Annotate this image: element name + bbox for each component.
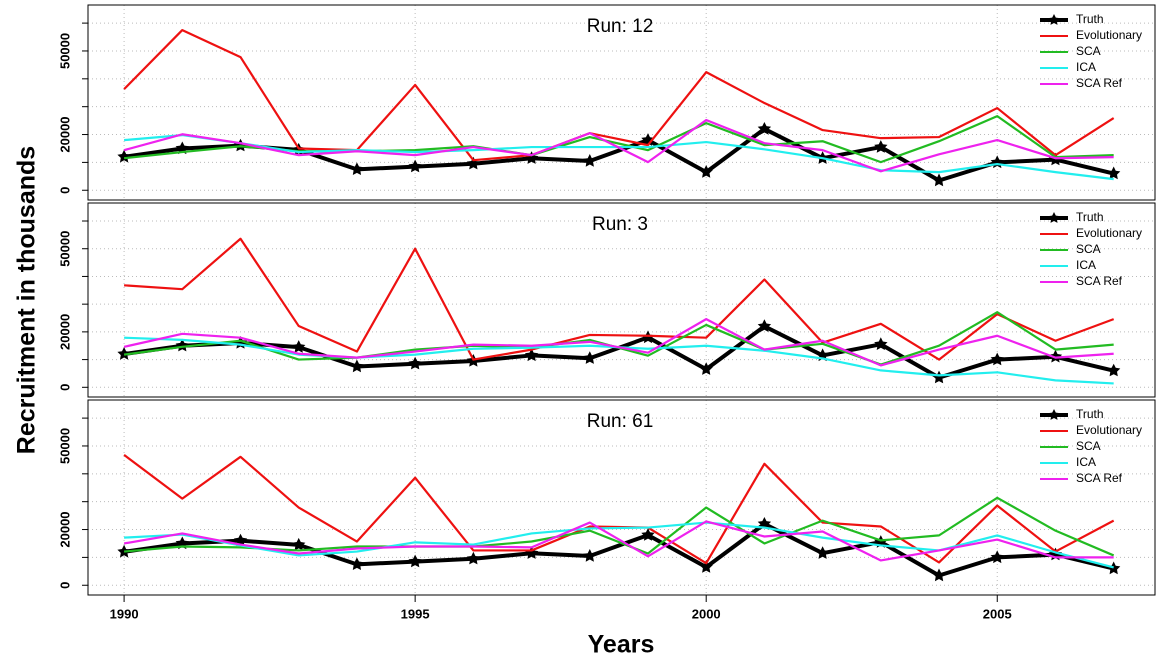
legend-marker [1048,212,1060,223]
panel: 0 20000 50000 Run: 3 Truth Evolutionary SCA ICA… [13,146,1156,454]
point-marker [524,546,539,559]
point-marker [699,362,713,375]
point-marker [583,351,597,364]
point-marker [874,140,888,153]
x-tick-label: 2005 [983,606,1012,621]
y-tick-label: 50000 [57,428,72,464]
point-marker [292,537,306,551]
legend-label: Truth [1076,12,1104,26]
point-marker [466,551,480,565]
y-tick-label: 20000 [57,314,72,350]
y-tick-label: 20000 [57,116,72,152]
x-axis-label: Years [588,631,655,659]
legend-label: SCA Ref [1076,274,1123,288]
series-line [123,126,1115,183]
series-line [123,521,1115,578]
point-marker [583,154,597,167]
point-marker [990,550,1004,564]
point-marker [699,165,713,178]
point-marker [990,155,1004,169]
point-marker [1107,363,1121,377]
y-tick-label: 0 [57,582,72,589]
panel: 0 20000 50000 Run: 12 Truth Evolutionary SCA IC… [57,4,1156,201]
panel-frame [87,399,1156,596]
point-marker [350,359,364,373]
legend-label: Evolutionary [1076,226,1142,240]
x-tick-label: 1995 [401,606,430,621]
point-marker [524,151,539,164]
y-tick-label: 50000 [57,33,72,69]
point-marker [990,352,1004,366]
point-marker [292,340,306,353]
point-marker [408,356,422,370]
series-line [123,496,1115,557]
y-tick-label: 20000 [57,511,72,547]
panel-frame [87,4,1156,201]
point-marker [117,544,131,558]
point-marker [466,156,480,170]
x-tick-label: 2000 [692,606,721,621]
legend-label: Evolutionary [1076,423,1142,437]
series-line [124,237,1115,361]
point-marker [874,337,888,350]
point-marker [583,549,597,562]
series-line [123,318,1114,367]
legend-marker [1048,409,1060,420]
y-tick-label: 50000 [57,231,72,267]
point-marker [699,560,713,573]
panel-title: Run: 12 [587,16,654,37]
point-marker [117,347,131,360]
point-marker [816,546,830,559]
point-marker [1048,349,1063,363]
series-line [123,28,1115,162]
point-marker [932,370,946,384]
legend-label: SCA [1076,439,1101,453]
point-marker [1107,561,1121,575]
legend-label: Evolutionary [1076,28,1142,42]
point-marker [524,348,539,362]
point-marker [932,173,946,187]
point-marker [757,122,772,135]
legend-label: ICA [1076,60,1096,74]
y-tick-label: 0 [57,384,72,391]
point-marker [350,162,364,175]
point-marker [641,528,655,541]
legend-label: SCA [1076,44,1101,58]
panel-title: Run: 3 [592,214,648,235]
point-marker [757,319,772,332]
series-line [123,520,1114,562]
panel: 1990 1995 2000 2005 0 20000 50000 Run: 61 Truth E… [57,399,1156,659]
legend-label: ICA [1076,258,1096,272]
panel-frame [87,202,1156,398]
y-tick-label: 0 [57,187,72,194]
point-marker [932,568,946,582]
point-marker [350,557,364,570]
panel-title: Run: 61 [587,411,654,432]
point-marker [117,149,131,163]
legend-label: SCA Ref [1076,471,1123,485]
point-marker [408,159,422,173]
point-marker [233,138,248,152]
series-line [123,118,1114,173]
legend-label: Truth [1076,210,1104,224]
legend-label: Truth [1076,407,1104,421]
y-axis-label: Recruitment in thousands [13,146,41,454]
legend-marker [1048,14,1060,25]
legend-label: SCA [1076,242,1101,256]
point-marker [408,554,422,568]
x-tick-label: 1990 [110,606,139,621]
point-marker [1107,166,1121,180]
legend-label: SCA Ref [1076,76,1123,90]
legend-label: ICA [1076,455,1096,469]
